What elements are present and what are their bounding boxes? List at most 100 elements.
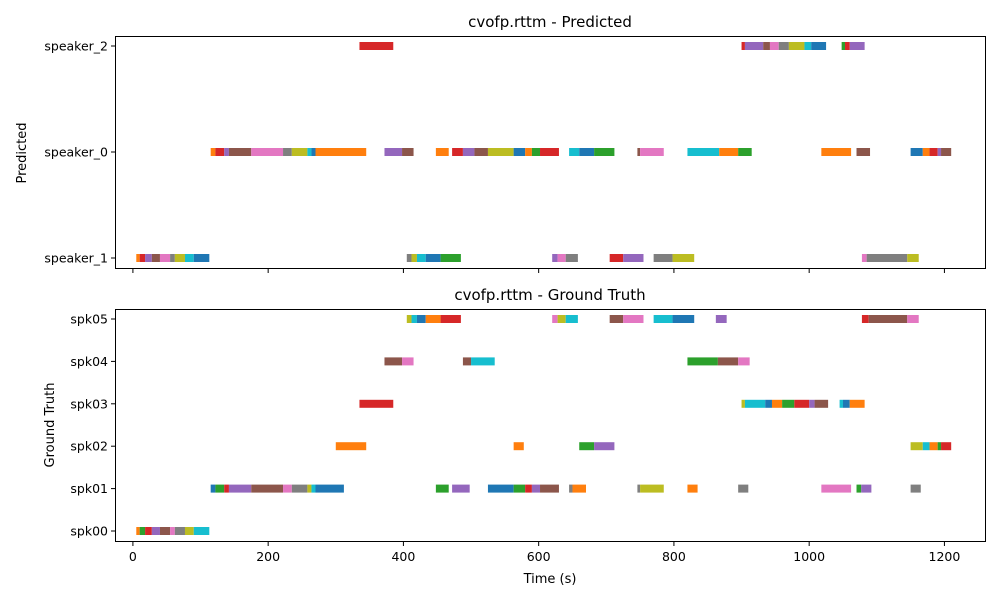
predicted-segment-speaker_2-5 [778,42,789,50]
predicted-ytick-label-speaker_0: speaker_0 [44,145,108,160]
ground-truth-segment-spk00-79 [193,527,210,535]
ground-truth-segment-spk05-5 [552,315,558,323]
ground-truth-segment-spk00-76 [170,527,175,535]
ground-truth-xtick-label-1000: 1000 [793,549,825,564]
ground-truth-ytick-label-spk04: spk04 [70,354,108,369]
predicted-segment-speaker_2-4 [769,42,779,50]
ground-truth-segment-spk01-65 [687,484,698,493]
ground-truth-segment-spk01-52 [311,484,316,493]
predicted-ytick-label-speaker_1: speaker_1 [44,251,108,266]
ground-truth-segment-spk00-71 [136,527,140,535]
ground-truth-xticks: 0 200 400 600 800 1000 1200 [129,541,960,564]
predicted-segment-speaker_0-30 [525,148,532,156]
ground-truth-ytick-label-spk05: spk05 [70,312,108,327]
ground-truth-segment-spk05-4 [440,315,461,323]
predicted-segment-speaker_1-50 [145,254,152,262]
predicted-segment-speaker_0-19 [307,148,312,156]
predicted-segment-speaker_0-15 [228,148,252,156]
predicted-segment-speaker_1-64 [565,254,578,262]
predicted-segment-speaker_0-17 [283,148,292,156]
ground-truth-segment-spk04-20 [687,357,718,366]
ground-truth-segment-spk03-29 [794,399,810,408]
predicted-segment-speaker_2-10 [845,42,850,50]
predicted-segment-speaker_0-18 [291,148,308,156]
predicted-segment-speaker_0-32 [540,148,559,156]
ground-truth-segment-spk05-8 [609,315,624,323]
ground-truth-segment-spk01-70 [910,484,921,493]
ground-truth-segment-spk03-28 [782,399,795,408]
predicted-segment-speaker_0-41 [821,148,852,156]
ground-truth-segment-spk03-32 [839,399,843,408]
predicted-segment-speaker_1-57 [406,254,412,262]
ground-truth-segment-spk03-34 [849,399,865,408]
predicted-segment-speaker_1-52 [159,254,171,262]
ground-truth-segment-spk01-67 [821,484,852,493]
ground-truth-segment-spk05-9 [623,315,644,323]
predicted-segment-speaker_1-49 [139,254,146,262]
ground-truth-segment-spk02-35 [335,442,367,451]
predicted-segment-speaker_0-13 [215,148,225,156]
predicted-segment-speaker_0-22 [384,148,403,156]
ground-truth-xtick-label-600: 600 [527,549,551,564]
ground-truth-ytick-label-spk00: spk00 [70,524,108,539]
predicted-segment-speaker_2-8 [811,42,827,50]
predicted-segment-speaker_0-39 [719,148,739,156]
predicted-segment-speaker_1-54 [174,254,185,262]
predicted-segment-speaker_1-71 [907,254,919,262]
ground-truth-yticks: spk05 spk04 spk03 spk02 spk01 spk00 [70,312,116,539]
predicted-segment-speaker_0-23 [402,148,414,156]
ground-truth-segment-spk04-16 [384,357,403,366]
predicted-segment-speaker_1-51 [151,254,160,262]
ground-truth-segment-spk05-1 [411,315,417,323]
ground-truth-segment-spk03-30 [809,399,815,408]
predicted-segment-speaker_1-67 [653,254,673,262]
ground-truth-segment-spk02-41 [929,442,938,451]
ground-truth-segment-spk01-55 [452,484,470,493]
ground-truth-segment-spk03-24 [741,399,745,408]
ground-truth-segment-spk03-31 [814,399,829,408]
ground-truth-segments [136,315,952,535]
ground-truth-segment-spk01-45 [215,484,225,493]
predicted-segment-speaker_1-69 [861,254,867,262]
ground-truth-segment-spk01-61 [569,484,573,493]
ground-truth-segment-spk05-7 [565,315,578,323]
ground-truth-segment-spk04-18 [462,357,472,366]
predicted-segment-speaker_2-1 [741,42,745,50]
ground-truth-segment-spk00-73 [145,527,152,535]
ground-truth-ytick-label-spk03: spk03 [70,396,108,411]
predicted-title: cvofp.rttm - Predicted [468,13,632,31]
ground-truth-segment-spk01-57 [513,484,526,493]
ground-truth-segment-spk04-17 [402,357,414,366]
predicted-segment-speaker_0-37 [640,148,664,156]
ground-truth-segment-spk01-63 [637,484,641,493]
predicted-segment-speaker_0-35 [594,148,615,156]
ground-truth-ytick-label-spk01: spk01 [70,481,108,496]
ground-truth-segment-spk02-42 [937,442,942,451]
ground-truth-segment-spk01-54 [435,484,449,493]
ground-truth-segment-spk05-10 [653,315,673,323]
ground-truth-segment-spk00-74 [151,527,160,535]
predicted-segment-speaker_1-63 [557,254,566,262]
ground-truth-ylabel: Ground Truth [43,383,58,468]
ground-truth-segment-spk02-37 [579,442,595,451]
predicted-segment-speaker_1-61 [440,254,461,262]
ground-truth-xtick-label-1200: 1200 [929,549,961,564]
predicted-segment-speaker_0-31 [531,148,541,156]
ground-truth-segment-spk03-25 [744,399,766,408]
ground-truth-segment-spk01-49 [283,484,292,493]
ground-truth-segment-spk01-66 [738,484,749,493]
ground-truth-segment-spk05-6 [557,315,566,323]
predicted-segment-speaker_2-6 [788,42,805,50]
predicted-segment-speaker_1-48 [136,254,140,262]
ground-truth-xtick-label-0: 0 [129,549,137,564]
predicted-segment-speaker_0-45 [929,148,938,156]
predicted-segment-speaker_2-3 [763,42,770,50]
ground-truth-segment-spk01-46 [224,484,229,493]
ground-truth-xlabel: Time (s) [523,572,577,587]
predicted-segment-speaker_0-38 [687,148,720,156]
ground-truth-xtick-label-200: 200 [256,549,280,564]
predicted-segment-speaker_0-21 [315,148,367,156]
ground-truth-segment-spk03-23 [359,399,394,408]
ground-truth-segment-spk02-43 [941,442,952,451]
